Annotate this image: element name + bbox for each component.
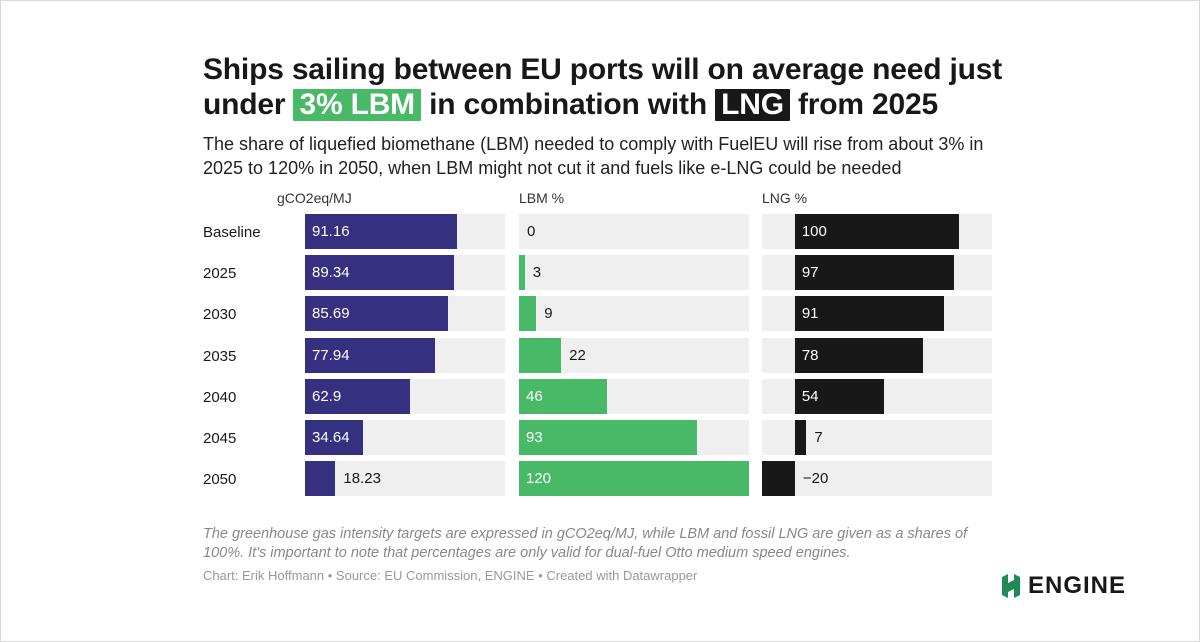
lbm-value-label: 9 [544,305,553,323]
ghg-bar [305,214,457,249]
title-part-3: from 2025 [797,88,938,121]
lng-track [762,461,992,497]
lng-bar [762,461,795,497]
lng-value-label: −20 [802,470,829,488]
ghg-value-label: 91.16 [312,223,350,240]
ghg-value-label: 77.94 [312,346,350,364]
lbm-bar [519,296,537,332]
lng-bar [794,378,884,414]
engine-logo-icon [1002,574,1020,598]
lbm-value-label: 3 [532,264,542,282]
column-header-lng: LNG % [762,190,808,206]
lng-value-label: 54 [801,387,819,405]
lng-value-label: 97 [801,264,819,282]
lng-highlight-badge: LNG [715,89,790,121]
ghg-track [305,461,505,497]
lng-bar [794,337,923,373]
row-label: 2050 [203,471,237,489]
lbm-bar [519,461,749,497]
lng-value-label: 7 [814,429,823,446]
row-label: 2040 [203,388,237,406]
lbm-bar [519,420,698,455]
column-header-ghg: gCO2eq/MJ [277,190,352,206]
lbm-value-label: 93 [526,429,543,446]
lbm-bar [519,337,562,373]
chart-notes: The greenhouse gas intensity targets are… [203,526,968,561]
row-label: 2025 [203,265,237,283]
ghg-bar [305,420,363,455]
engine-logo: ENGINE [1000,572,1126,600]
title-part-2: in combination with [429,88,707,121]
ghg-value-label: 85.69 [312,305,350,323]
lng-bar [794,255,955,291]
lbm-highlight-badge: 3% LBM [293,89,421,121]
lng-bar [794,296,945,332]
row-label: Baseline [203,224,261,241]
lbm-bar [519,378,608,414]
chart-byline: Chart: Erik Hoffmann • Source: EU Commis… [203,568,698,583]
ghg-bar [305,296,448,332]
chart-subtitle: The share of liquefied biomethane (LBM) … [203,134,984,178]
lng-value-label: 100 [801,223,827,240]
ghg-value-label: 89.34 [312,264,350,282]
lbm-track [519,255,749,291]
lng-bar [794,214,960,249]
title-part-1: Ships sailing between EU ports will on a… [203,53,1002,121]
ghg-bar [305,378,410,414]
column-header-lbm: LBM % [519,190,565,206]
lbm-value-label: 46 [526,387,543,405]
lng-value-label: 78 [801,346,819,364]
lbm-track [519,214,749,249]
lng-value-label: 91 [801,305,819,323]
ghg-bar [305,255,454,291]
row-label: 2045 [203,430,237,447]
ghg-value-label: 34.64 [312,429,350,446]
lbm-value-label: 22 [569,346,586,364]
row-label: 2030 [203,306,237,324]
chart-title: Ships sailing between EU ports will on a… [203,52,1003,122]
ghg-bar [305,337,435,373]
ghg-bar [305,461,336,497]
lng-bar [794,420,807,455]
lbm-value-label: 120 [526,470,552,488]
lbm-value-label: 0 [527,223,536,240]
engine-logo-text: ENGINE [1028,572,1127,599]
lbm-track [519,296,749,332]
row-label: 2035 [203,347,237,365]
ghg-value-label: 62.9 [312,387,342,405]
lbm-bar [519,255,525,291]
ghg-value-label: 18.23 [343,470,381,488]
